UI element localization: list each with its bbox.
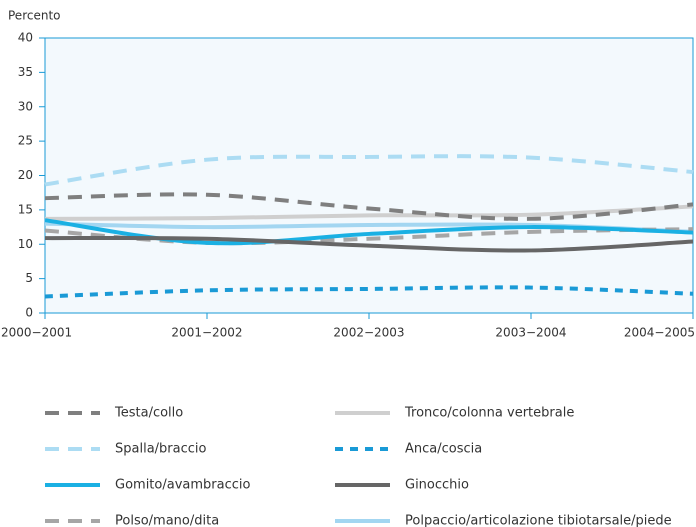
legend-label: Spalla/braccio	[115, 442, 207, 457]
y-tick-label: 30	[18, 99, 33, 113]
y-tick-label: 35	[18, 65, 33, 79]
x-tick-label: 2001−2002	[171, 326, 242, 340]
y-axis-label: Percento	[8, 9, 61, 23]
x-tick-label: 2000−2001	[1, 326, 72, 340]
x-tick-label: 2004−2005	[624, 326, 695, 340]
line	[44, 204, 694, 221]
line	[44, 154, 694, 187]
x-tick-label: 2003−2004	[495, 326, 566, 340]
y-tick-label: 5	[25, 271, 33, 285]
y-tick-label: 25	[18, 134, 33, 148]
legend-label: Ginocchio	[405, 478, 469, 493]
plot-area	[44, 37, 694, 314]
y-tick-label: 40	[18, 31, 33, 45]
legend-label: Polso/mano/dita	[115, 514, 219, 527]
legend-label: Anca/coscia	[405, 442, 482, 457]
line	[44, 235, 694, 253]
x-tick-label: 2002−2003	[333, 326, 404, 340]
y-tick-label: 20	[18, 168, 33, 182]
line	[44, 285, 694, 299]
legend-label: Polpaccio/articolazione tibiotarsale/pie…	[405, 514, 672, 527]
legend-label: Testa/collo	[114, 406, 183, 421]
legend-label: Gomito/avambraccio	[115, 478, 250, 493]
legend-label: Tronco/colonna vertebrale	[404, 406, 574, 421]
y-tick-label: 0	[25, 306, 33, 320]
line	[44, 227, 694, 246]
line	[44, 192, 694, 221]
y-tick-label: 15	[18, 202, 33, 216]
y-tick-label: 10	[18, 237, 33, 251]
